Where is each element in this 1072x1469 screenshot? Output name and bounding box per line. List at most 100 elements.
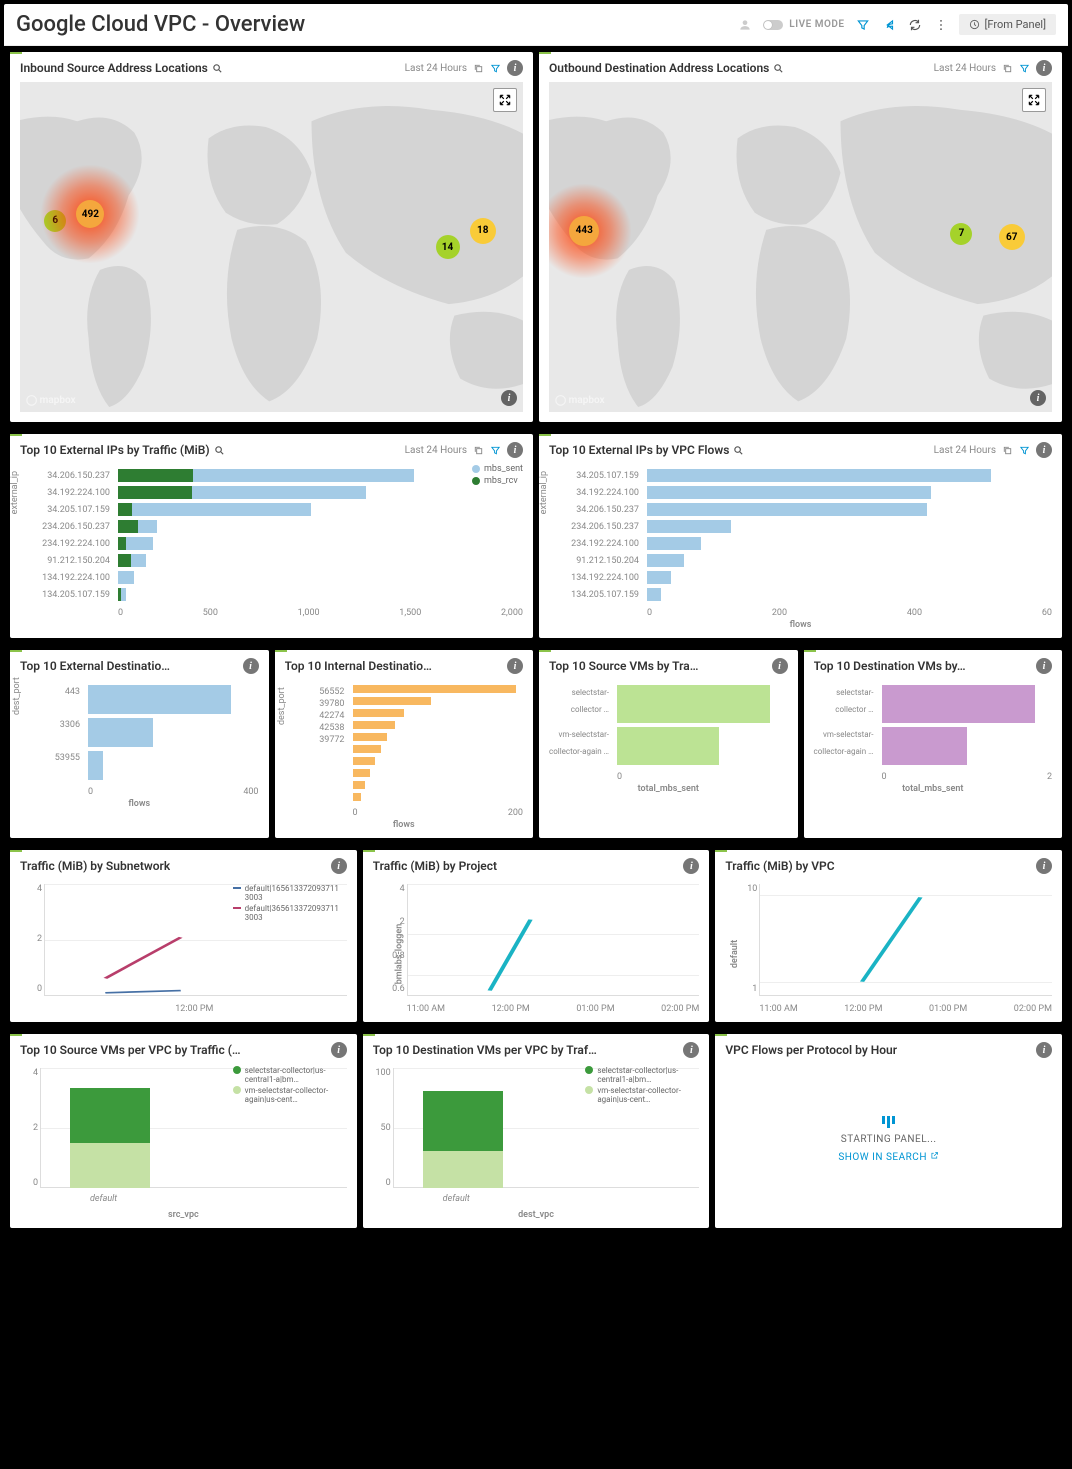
bar[interactable] [353, 768, 524, 778]
search-icon[interactable] [773, 63, 784, 74]
bar-label: 53955 [20, 750, 80, 783]
bar[interactable] [647, 485, 1052, 500]
bar[interactable] [353, 684, 524, 694]
bar[interactable] [88, 684, 259, 715]
bar[interactable] [353, 756, 524, 766]
info-icon[interactable]: i [1036, 658, 1052, 674]
bar[interactable] [647, 553, 1052, 568]
bar-label: selectstar-collector … [814, 684, 874, 726]
info-icon[interactable]: i [772, 658, 788, 674]
share-icon[interactable] [881, 17, 897, 33]
bar[interactable] [353, 792, 524, 802]
filter-icon[interactable] [1019, 445, 1030, 456]
x-axis-label: flows [549, 620, 1052, 630]
bar[interactable] [118, 485, 453, 500]
panel-title: Inbound Source Address Locations [20, 61, 208, 75]
bar-label [285, 792, 345, 804]
search-icon[interactable] [212, 63, 223, 74]
copy-icon[interactable] [1002, 63, 1013, 74]
copy-icon[interactable] [473, 445, 484, 456]
bar[interactable] [353, 708, 524, 718]
expand-icon[interactable] [493, 88, 517, 112]
info-icon[interactable]: i [683, 858, 699, 874]
bar[interactable] [647, 536, 1052, 551]
info-icon[interactable]: i [1036, 60, 1052, 76]
bar[interactable] [118, 502, 453, 517]
filter-icon[interactable] [490, 63, 501, 74]
map-info-icon[interactable]: i [501, 390, 517, 406]
info-icon[interactable]: i [331, 1042, 347, 1058]
panel-top-ips-flows: Top 10 External IPs by VPC Flows Last 24… [539, 434, 1062, 638]
bar[interactable] [353, 744, 524, 754]
panel-traffic-project: Traffic (MiB) by Projecti bmlabs-loggen … [363, 850, 710, 1022]
map-inbound[interactable]: 64921418 ◯ mapbox i [20, 82, 523, 412]
bar[interactable] [617, 726, 788, 766]
bar[interactable] [118, 536, 453, 551]
copy-icon[interactable] [1002, 445, 1013, 456]
time-range-label: Last 24 Hours [934, 63, 996, 74]
map-cluster[interactable]: 18 [470, 218, 496, 244]
bar-label: 234.192.224.100 [549, 536, 639, 553]
bar[interactable] [118, 587, 453, 602]
bar-label: 34.205.107.159 [20, 502, 110, 519]
bar[interactable] [118, 570, 453, 585]
filter-icon[interactable] [490, 445, 501, 456]
info-icon[interactable]: i [331, 858, 347, 874]
info-icon[interactable]: i [1036, 1042, 1052, 1058]
bar[interactable] [647, 570, 1052, 585]
bar[interactable] [647, 587, 1052, 602]
bar[interactable] [353, 696, 524, 706]
map-cluster[interactable]: 7 [950, 223, 972, 245]
bar[interactable] [882, 726, 1053, 766]
bar[interactable] [118, 519, 453, 534]
panel-title: Top 10 External IPs by VPC Flows [549, 443, 729, 457]
map-cluster[interactable]: 492 [76, 200, 104, 228]
mapbox-logo: ◯ mapbox [26, 395, 76, 406]
expand-icon[interactable] [1022, 88, 1046, 112]
panel-flows-protocol: VPC Flows per Protocol by Houri STARTING… [715, 1034, 1062, 1228]
filter-icon[interactable] [1019, 63, 1030, 74]
bar[interactable] [88, 750, 259, 781]
copy-icon[interactable] [473, 63, 484, 74]
map-info-icon[interactable]: i [1030, 390, 1046, 406]
info-icon[interactable]: i [1036, 442, 1052, 458]
more-icon[interactable] [933, 17, 949, 33]
bar[interactable] [353, 732, 524, 742]
search-icon[interactable] [733, 445, 744, 456]
map-cluster[interactable]: 67 [999, 224, 1025, 250]
map-cluster[interactable]: 14 [436, 235, 460, 259]
bar[interactable] [882, 684, 1053, 724]
bar-label [285, 768, 345, 780]
bar[interactable] [353, 780, 524, 790]
panel-src-vms: Top 10 Source VMs by Tra…i selectstar-co… [539, 650, 798, 838]
bar-label [285, 756, 345, 768]
search-icon[interactable] [214, 445, 225, 456]
refresh-icon[interactable] [907, 17, 923, 33]
map-cluster[interactable]: 443 [569, 216, 599, 246]
time-range-label: Last 24 Hours [405, 63, 467, 74]
info-icon[interactable]: i [243, 658, 259, 674]
filter-icon[interactable] [855, 17, 871, 33]
panel-top-ips-traffic: Top 10 External IPs by Traffic (MiB) Las… [10, 434, 533, 638]
live-mode-toggle[interactable]: LIVE MODE [763, 19, 844, 30]
show-in-search-link[interactable]: SHOW IN SEARCH [838, 1151, 939, 1163]
bar[interactable] [647, 502, 1052, 517]
bar[interactable] [353, 720, 524, 730]
info-icon[interactable]: i [683, 1042, 699, 1058]
time-range-button[interactable]: [From Panel] [959, 14, 1057, 35]
bar[interactable] [88, 717, 259, 748]
info-icon[interactable]: i [1036, 858, 1052, 874]
bar[interactable] [647, 468, 1052, 483]
info-icon[interactable]: i [507, 442, 523, 458]
bar[interactable] [118, 468, 453, 483]
bar-label: 56552 [285, 684, 345, 696]
info-icon[interactable]: i [507, 60, 523, 76]
panel-int-dest-ports: Top 10 Internal Destinatio…i dest_port 5… [275, 650, 534, 838]
bar[interactable] [647, 519, 1052, 534]
map-outbound[interactable]: 443767 ◯ mapbox i [549, 82, 1052, 412]
bar-label: 34.206.150.237 [549, 502, 639, 519]
loading-text: STARTING PANEL... [841, 1134, 937, 1145]
bar[interactable] [118, 553, 453, 568]
info-icon[interactable]: i [507, 658, 523, 674]
bar[interactable] [617, 684, 788, 724]
